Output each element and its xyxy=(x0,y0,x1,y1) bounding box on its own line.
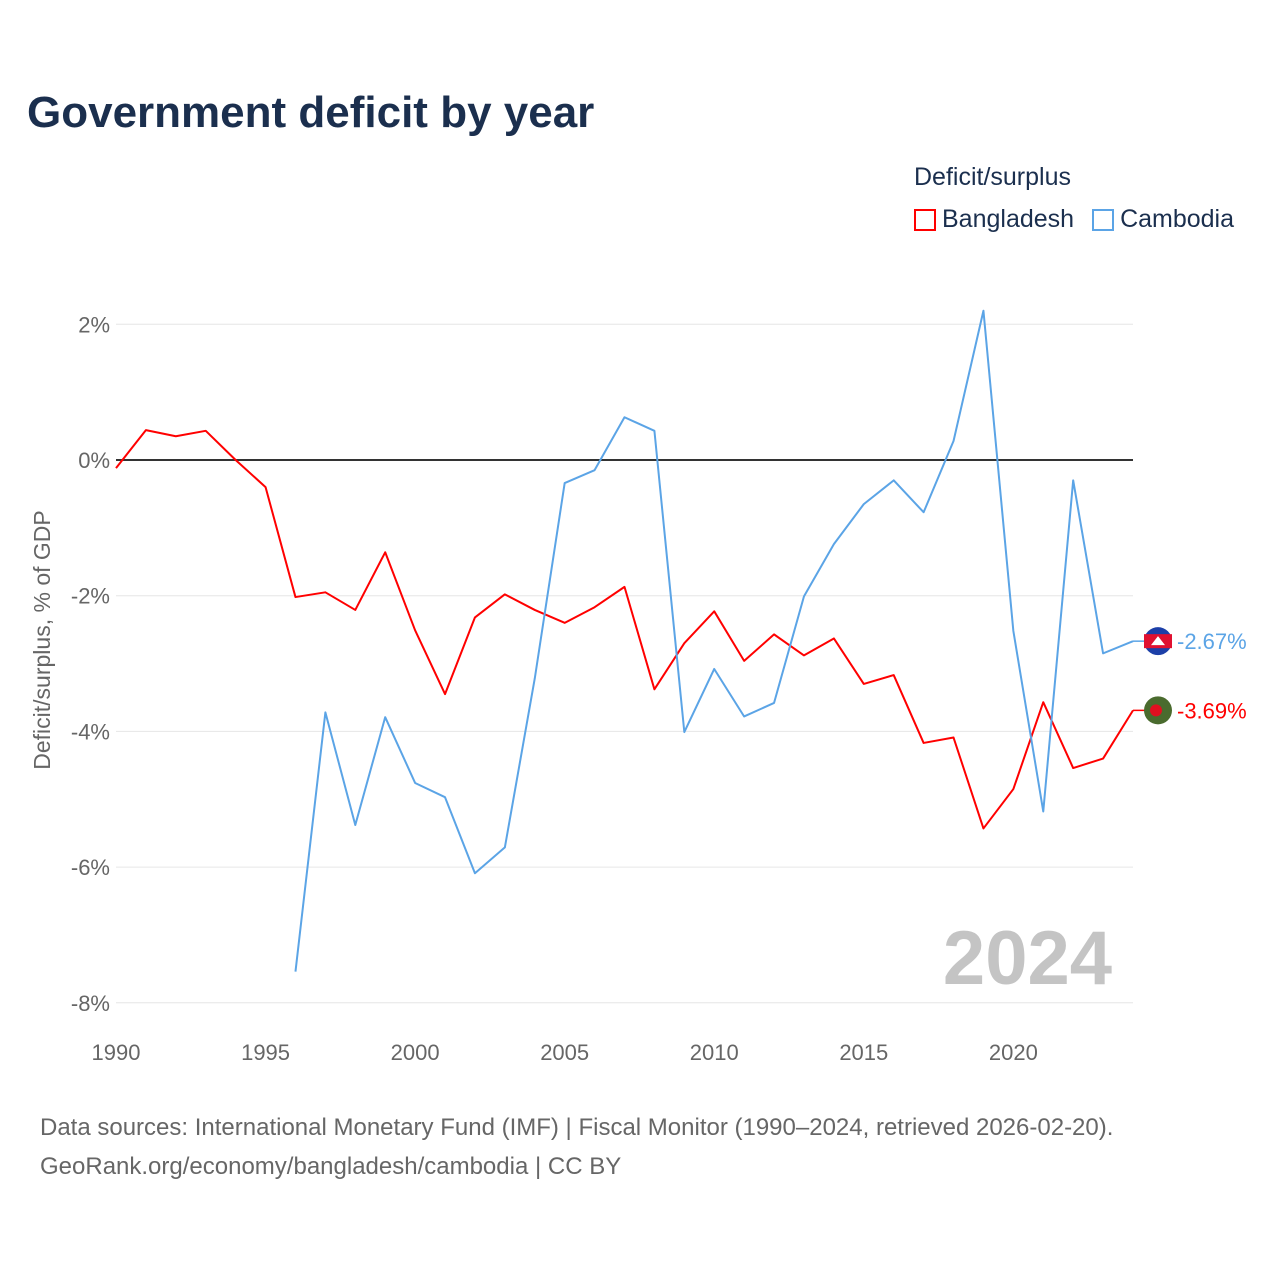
y-tick-label: -8% xyxy=(71,991,110,1016)
x-tick-label: 2015 xyxy=(839,1040,888,1065)
series-line-cambodia xyxy=(294,309,1134,972)
y-tick-label: -2% xyxy=(71,584,110,609)
legend-item-bangladesh[interactable]: Bangladesh xyxy=(914,205,1074,234)
x-tick-label: 1995 xyxy=(241,1040,290,1065)
legend: Bangladesh Cambodia xyxy=(914,205,1234,234)
legend-swatch-bangladesh xyxy=(914,208,936,231)
end-value-label: -3.69% xyxy=(1177,698,1247,723)
cambodia-flag-icon xyxy=(1144,627,1172,656)
y-tick-label: -6% xyxy=(71,855,110,880)
x-tick-label: 1990 xyxy=(92,1040,141,1065)
x-tick-label: 2000 xyxy=(391,1040,440,1065)
legend-title: Deficit/surplus xyxy=(914,163,1071,191)
bangladesh-flag-icon xyxy=(1144,696,1172,725)
y-tick-label: 2% xyxy=(78,312,110,337)
x-tick-label: 2020 xyxy=(989,1040,1038,1065)
y-tick-label: 0% xyxy=(78,448,110,473)
end-value-label: -2.67% xyxy=(1177,629,1247,654)
source-note: Data sources: International Monetary Fun… xyxy=(40,1108,1113,1186)
series-line-bangladesh xyxy=(115,429,1134,830)
chart-title: Government deficit by year xyxy=(27,88,595,137)
x-tick-label: 2005 xyxy=(540,1040,589,1065)
flag-temple xyxy=(1151,636,1165,646)
x-tick-label: 2010 xyxy=(690,1040,739,1065)
year-watermark: 2024 xyxy=(943,916,1112,1001)
source-line-1: Data sources: International Monetary Fun… xyxy=(40,1114,1114,1141)
y-tick-label: -4% xyxy=(71,719,110,744)
legend-label: Cambodia xyxy=(1120,205,1235,233)
legend-swatch-cambodia xyxy=(1092,208,1115,231)
legend-item-cambodia[interactable]: Cambodia xyxy=(1092,205,1234,234)
flag-disc xyxy=(1150,704,1162,717)
source-line-2[interactable]: GeoRank.org/economy/bangladesh/cambodia … xyxy=(40,1153,622,1180)
legend-label: Bangladesh xyxy=(942,205,1075,233)
y-axis-label: Deficit/surplus, % of GDP xyxy=(29,510,55,769)
